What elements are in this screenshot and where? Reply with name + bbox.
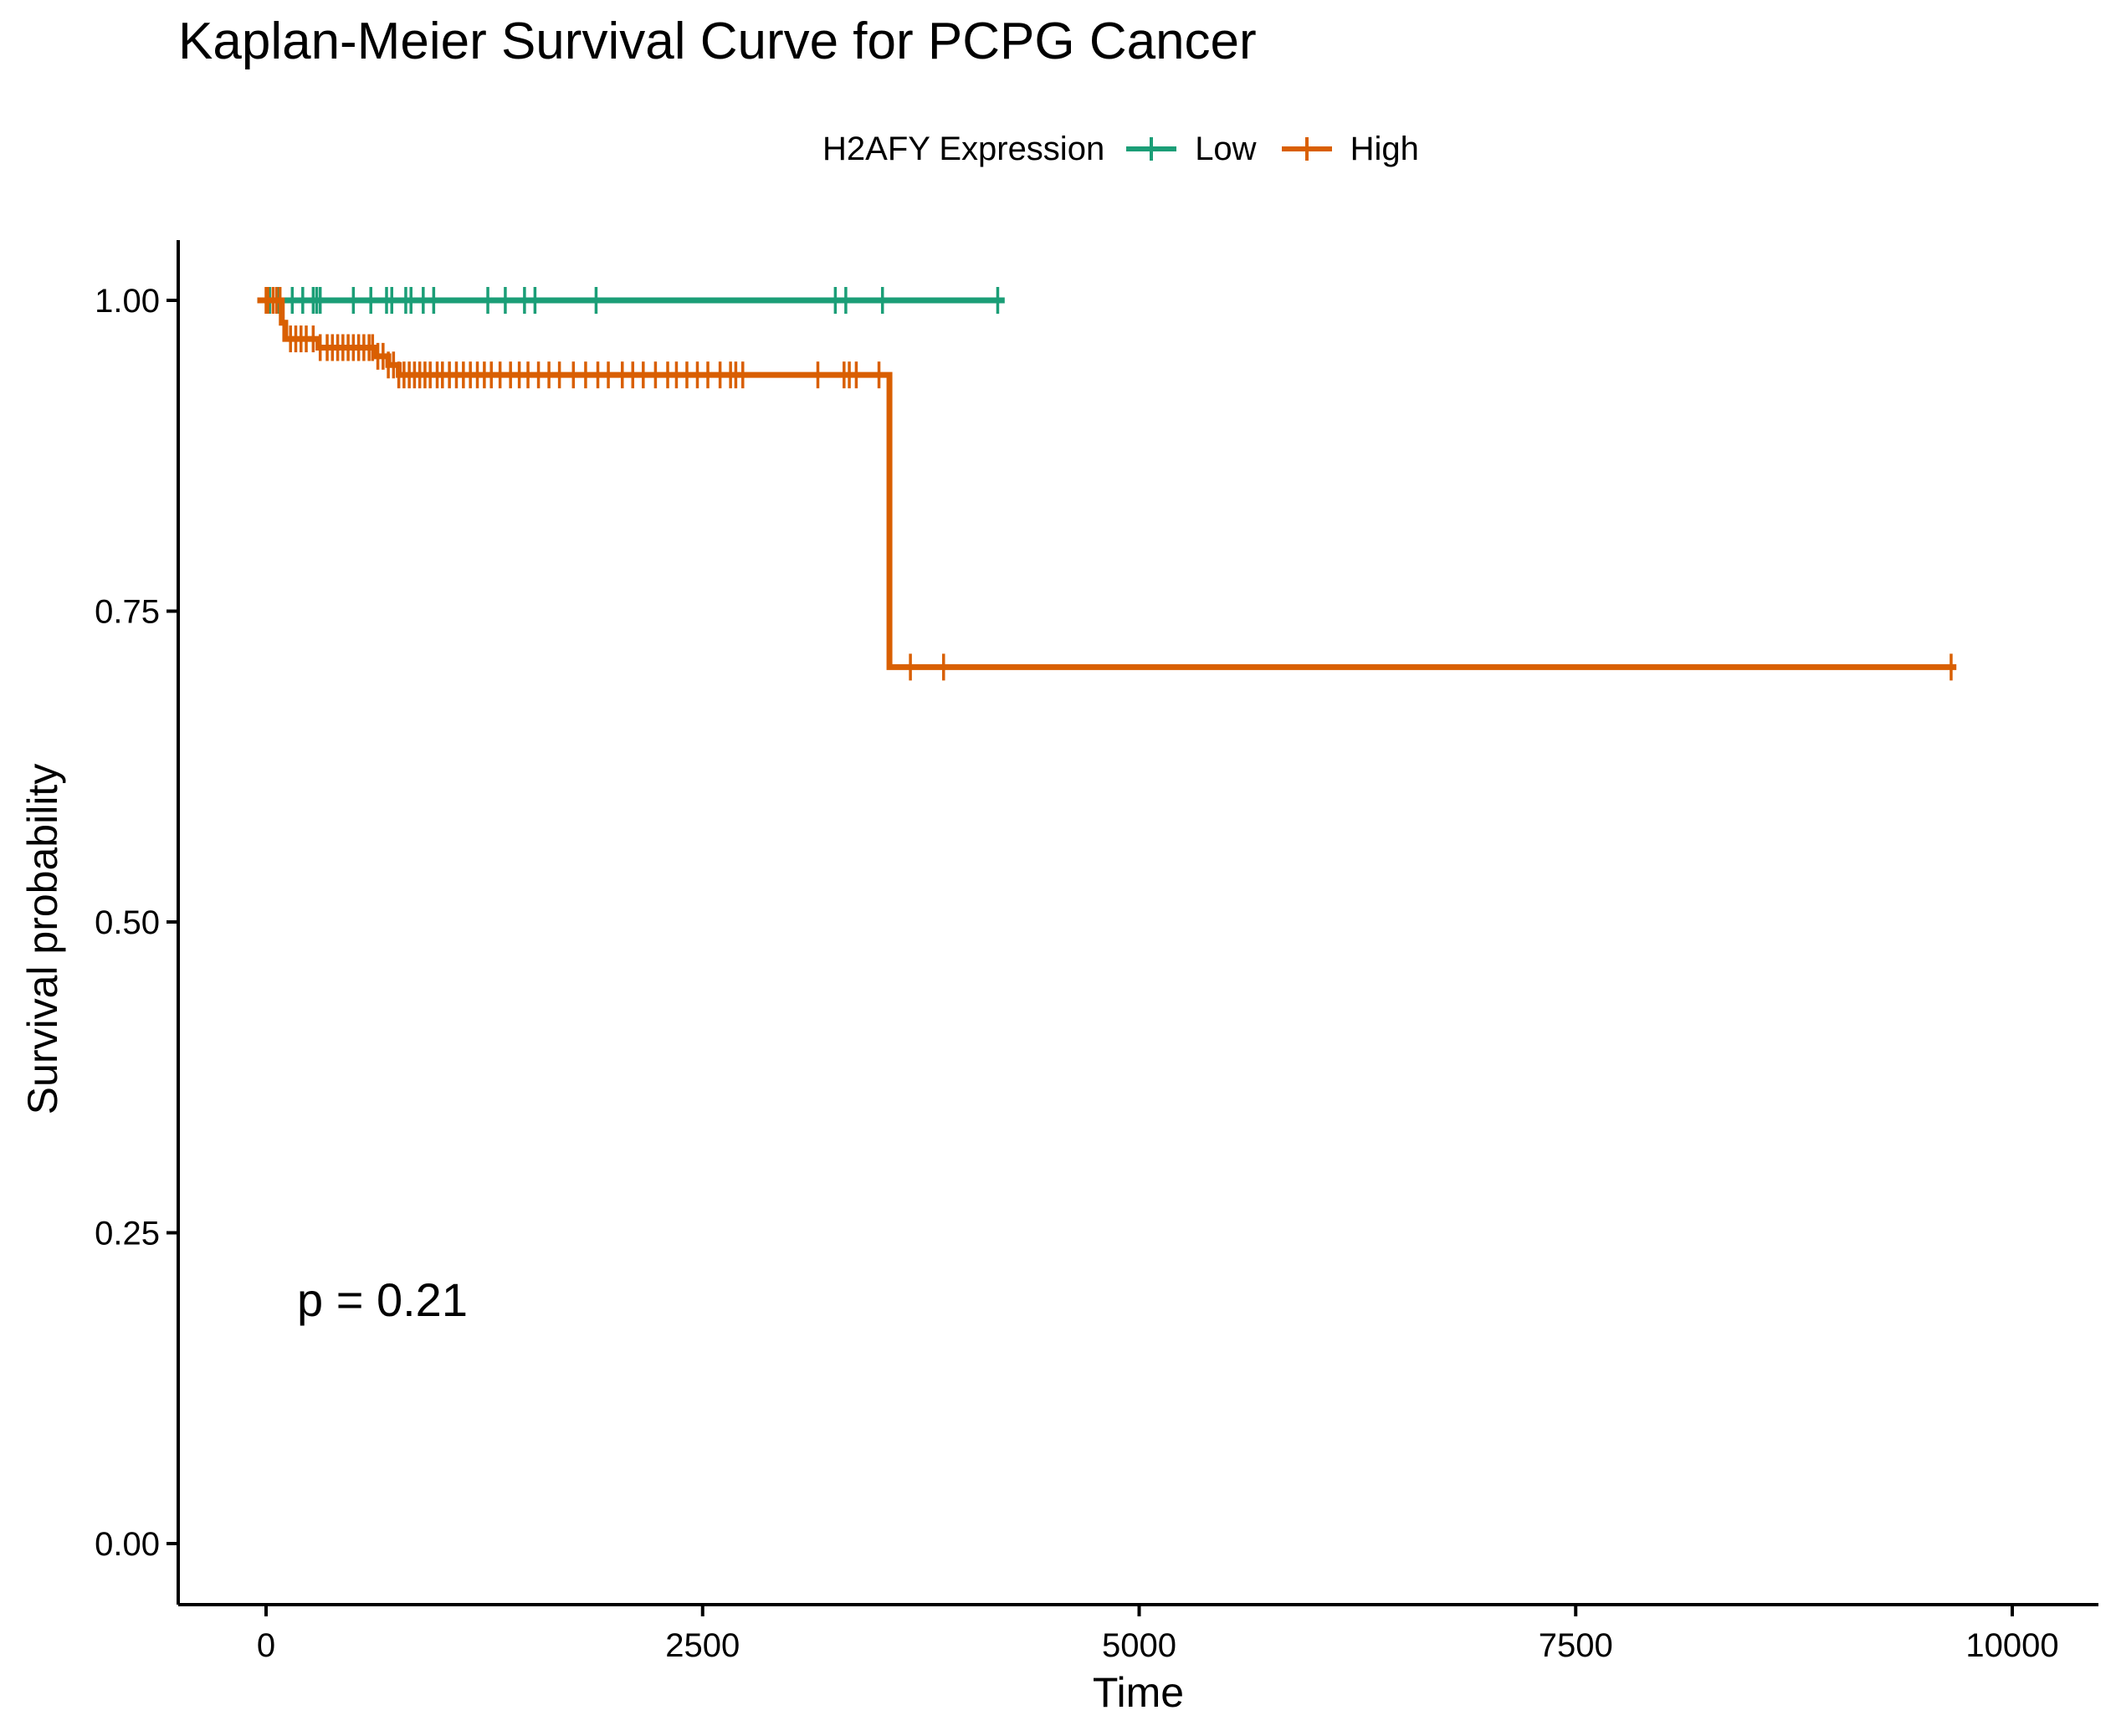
legend: H2AFY Expression Low High: [822, 124, 1442, 174]
x-tick-label: 10000: [1965, 1627, 2058, 1664]
survival-curve-high: [257, 297, 1957, 670]
y-axis-title: Survival probability: [19, 764, 66, 1115]
legend-item-high: High: [1280, 131, 1419, 168]
legend-label-high: High: [1350, 130, 1419, 167]
legend-key-low: [1126, 137, 1177, 161]
x-tick-label: 0: [257, 1627, 275, 1664]
x-tick-label: 7500: [1539, 1627, 1613, 1664]
legend-key-high: [1281, 137, 1332, 161]
legend-label-low: Low: [1195, 130, 1257, 167]
x-axis-title: Time: [1093, 1669, 1184, 1716]
chart-title: Kaplan-Meier Survival Curve for PCPG Can…: [178, 13, 1257, 70]
p-value-annotation: p = 0.21: [297, 1273, 468, 1326]
legend-item-low: Low: [1125, 130, 1257, 168]
x-tick-label: 5000: [1102, 1627, 1176, 1664]
y-tick-label: 0.25: [95, 1216, 160, 1252]
x-tick-label: 2500: [665, 1627, 740, 1664]
y-tick-label: 0.75: [95, 594, 160, 631]
y-tick-label: 0.50: [95, 904, 160, 941]
legend-title: H2AFY Expression: [822, 130, 1105, 167]
y-tick-label: 1.00: [95, 283, 160, 320]
y-tick-label: 0.00: [95, 1526, 160, 1563]
